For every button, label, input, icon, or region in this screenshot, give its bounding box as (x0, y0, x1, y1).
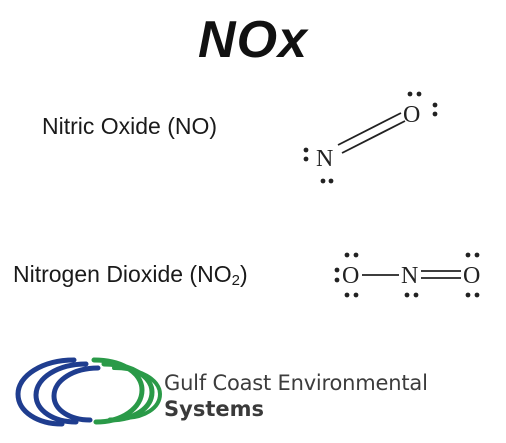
lone-pair-dot (321, 179, 326, 184)
atom-o: O (403, 102, 420, 128)
company-logo-icon (14, 356, 164, 428)
lone-pair-dot (405, 293, 410, 298)
lone-pair-dot (475, 293, 480, 298)
atom-o-right: O (463, 263, 480, 289)
nitrogen-dioxide-label-close: ) (240, 261, 248, 287)
lone-pair-dot (433, 112, 438, 117)
atom-n: N (316, 146, 333, 172)
nitrogen-dioxide-label-text: Nitrogen Dioxide (NO (13, 261, 232, 287)
lone-pair-dot (345, 253, 350, 258)
lone-pair-dot (417, 92, 422, 97)
lone-pair-dot (433, 103, 438, 108)
lone-pair-dot (354, 253, 359, 258)
lone-pair-dot (335, 268, 340, 273)
nitrogen-dioxide-structure: O N O (328, 245, 498, 305)
page-title: NOx (0, 10, 506, 70)
atom-o-left: O (342, 263, 359, 289)
lone-pair-dot (408, 92, 413, 97)
lone-pair-dot (466, 253, 471, 258)
lone-pair-dot (304, 148, 309, 153)
company-name-systems: Systems (164, 396, 264, 422)
lone-pair-dot (329, 179, 334, 184)
lone-pair-dot (475, 253, 480, 258)
logo-blue-arc (54, 368, 98, 420)
nitrogen-dioxide-label: Nitrogen Dioxide (NO2) (13, 260, 248, 295)
lone-pair-dot (345, 293, 350, 298)
double-bond-line (338, 113, 401, 145)
lone-pair-dot (354, 293, 359, 298)
double-bond-line (342, 121, 405, 153)
nitric-oxide-label: Nitric Oxide (NO) (42, 112, 217, 140)
lone-pair-dot (466, 293, 471, 298)
lone-pair-dot (414, 293, 419, 298)
atom-n: N (401, 263, 418, 289)
lone-pair-dot (335, 278, 340, 283)
nitric-oxide-structure: N O (295, 82, 455, 192)
nitrogen-dioxide-subscript: 2 (232, 272, 240, 289)
company-name: Gulf Coast Environmental (164, 370, 428, 396)
lone-pair-dot (304, 157, 309, 162)
